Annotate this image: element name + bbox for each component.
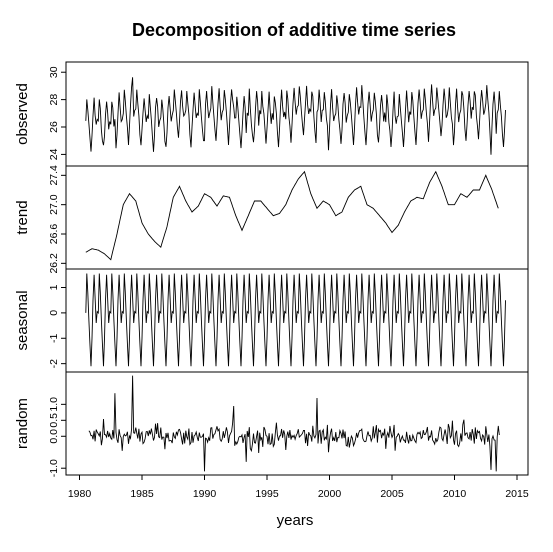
x-tick-label: 1990 [193, 488, 217, 500]
y-tick-label: 0 [48, 310, 60, 316]
panel-frame [65, 371, 529, 476]
series-line-random [88, 375, 500, 472]
panels: 24262830observed26.226.627.027.4trend-2-… [14, 61, 529, 477]
y-tick-label: 26 [48, 121, 60, 133]
x-tick-label: 1980 [68, 488, 92, 500]
x-tick-label: 2010 [443, 488, 467, 500]
y-tick-label: 0.5 [48, 413, 60, 428]
x-tick-label: 2000 [318, 488, 342, 500]
y-tick-label: -1.0 [48, 459, 60, 477]
y-axis-label-observed: observed [14, 83, 31, 145]
x-tick-label: 1985 [130, 488, 154, 500]
x-tick-label: 2005 [380, 488, 404, 500]
chart-title: Decomposition of additive time series [132, 20, 456, 40]
panel-seasonal: -2 -1 0 1 seasonal [14, 268, 529, 373]
panel-trend: 26.2 26.6 27.0 27.4 trend [14, 165, 529, 274]
y-tick-label: 0.0 [48, 429, 60, 444]
panel-observed: 24 26 28 30 observed [14, 61, 529, 167]
y-tick-label: 1 [48, 284, 60, 290]
series-line-trend [85, 170, 499, 261]
y-tick-label: 1.0 [48, 397, 60, 412]
y-tick-label: 30 [48, 66, 60, 78]
panel-random: -1.0 0.00.51.0 random [14, 371, 529, 477]
series-line-observed [85, 77, 506, 155]
y-tick-label: 26.6 [48, 224, 60, 245]
x-axis: 1980 1985 1990 1995 2000 2005 2010 2015 [68, 474, 529, 500]
y-axis-label-seasonal: seasonal [14, 290, 31, 350]
y-tick-label: 28 [48, 94, 60, 106]
series-line-seasonal [85, 273, 506, 367]
y-tick-label: 27.0 [48, 194, 60, 215]
y-tick-label: 26.2 [48, 253, 60, 274]
x-tick-label: 2015 [505, 488, 529, 500]
y-tick-label: 24 [48, 148, 60, 160]
y-tick-label: -2 [48, 359, 60, 368]
y-axis-label-trend: trend [14, 200, 31, 234]
x-axis-label: years [277, 512, 314, 529]
panel-frame [65, 61, 529, 167]
y-tick-label: -1 [48, 333, 60, 342]
y-axis-label-random: random [14, 398, 31, 449]
y-tick-label: 27.4 [48, 165, 60, 186]
x-tick-label: 1995 [255, 488, 279, 500]
